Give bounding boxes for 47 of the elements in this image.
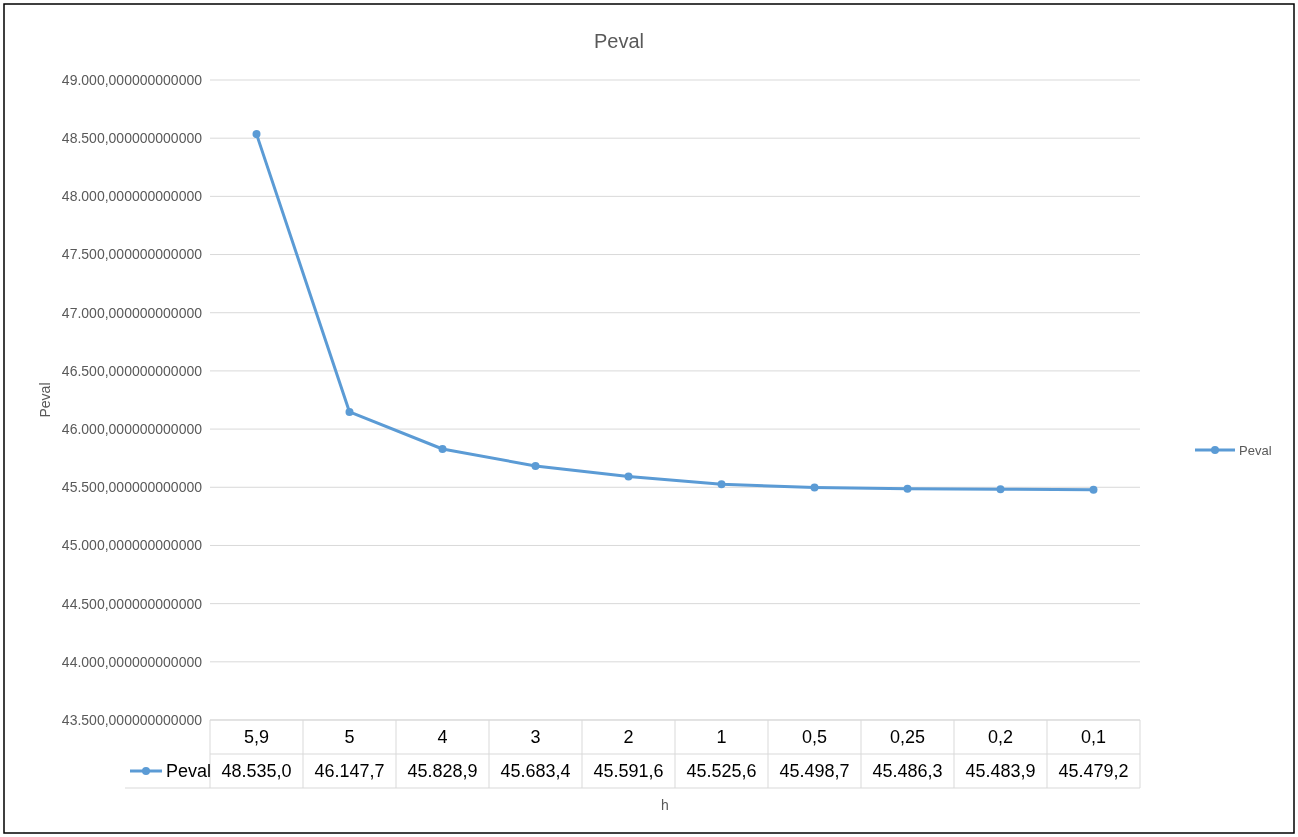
chart-title: Peval	[593, 30, 645, 52]
x-tick-label: 4	[437, 727, 448, 748]
point	[996, 485, 1005, 494]
point	[624, 472, 633, 481]
y-tick-label: 45.000,000000000000	[61, 537, 203, 554]
data-label: 45.498,7	[779, 761, 850, 782]
data-label: 45.483,9	[965, 761, 1036, 782]
data-label: 48.535,0	[221, 761, 292, 782]
y-tick-label: 49.000,000000000000	[61, 71, 203, 88]
data-label: 45.486,3	[872, 761, 943, 782]
x-tick-label: 0,5	[801, 727, 828, 748]
point	[903, 484, 912, 493]
y-tick-label: 47.500,000000000000	[61, 246, 203, 263]
point	[438, 445, 447, 453]
data-label: 45.828,9	[407, 761, 478, 782]
x-tick-label: 0,1	[1080, 727, 1107, 748]
y-tick-label: 46.000,000000000000	[61, 420, 203, 437]
y-tick-label: 43.500,000000000000	[61, 711, 203, 728]
x-tick-label: 5,9	[243, 727, 270, 748]
y-tick-label: 48.000,000000000000	[61, 188, 203, 205]
x-axis-title: h	[661, 797, 669, 813]
y-axis-title: Peval	[37, 382, 53, 418]
y-tick-label: 46.500,000000000000	[61, 362, 203, 379]
x-tick-label: 2	[623, 727, 634, 748]
point	[1089, 485, 1098, 494]
point	[252, 130, 261, 139]
y-tick-label: 44.000,000000000000	[61, 653, 203, 670]
y-tick-label: 48.500,000000000000	[61, 130, 203, 147]
x-tick-label: 5	[344, 727, 355, 748]
data-label: 45.591,6	[593, 761, 664, 782]
legend-label: Peval	[1239, 442, 1272, 458]
point	[717, 480, 726, 489]
x-tick-label: 0,25	[889, 727, 926, 748]
x-tick-label: 0,2	[987, 727, 1014, 748]
point	[531, 461, 540, 470]
data-label: 45.683,4	[500, 761, 571, 782]
text: Peval	[166, 761, 212, 782]
data-label: 45.525,6	[686, 761, 757, 782]
data-label: 46.147,7	[314, 761, 385, 782]
data-label: 45.479,2	[1058, 761, 1129, 782]
point	[345, 407, 354, 416]
y-tick-label: 47.000,000000000000	[61, 304, 203, 321]
y-tick-label: 44.500,000000000000	[61, 595, 203, 612]
y-tick-label: 45.500,000000000000	[61, 479, 203, 496]
point	[810, 483, 819, 492]
x-tick-label: 1	[716, 727, 727, 748]
x-tick-label: 3	[530, 727, 541, 748]
